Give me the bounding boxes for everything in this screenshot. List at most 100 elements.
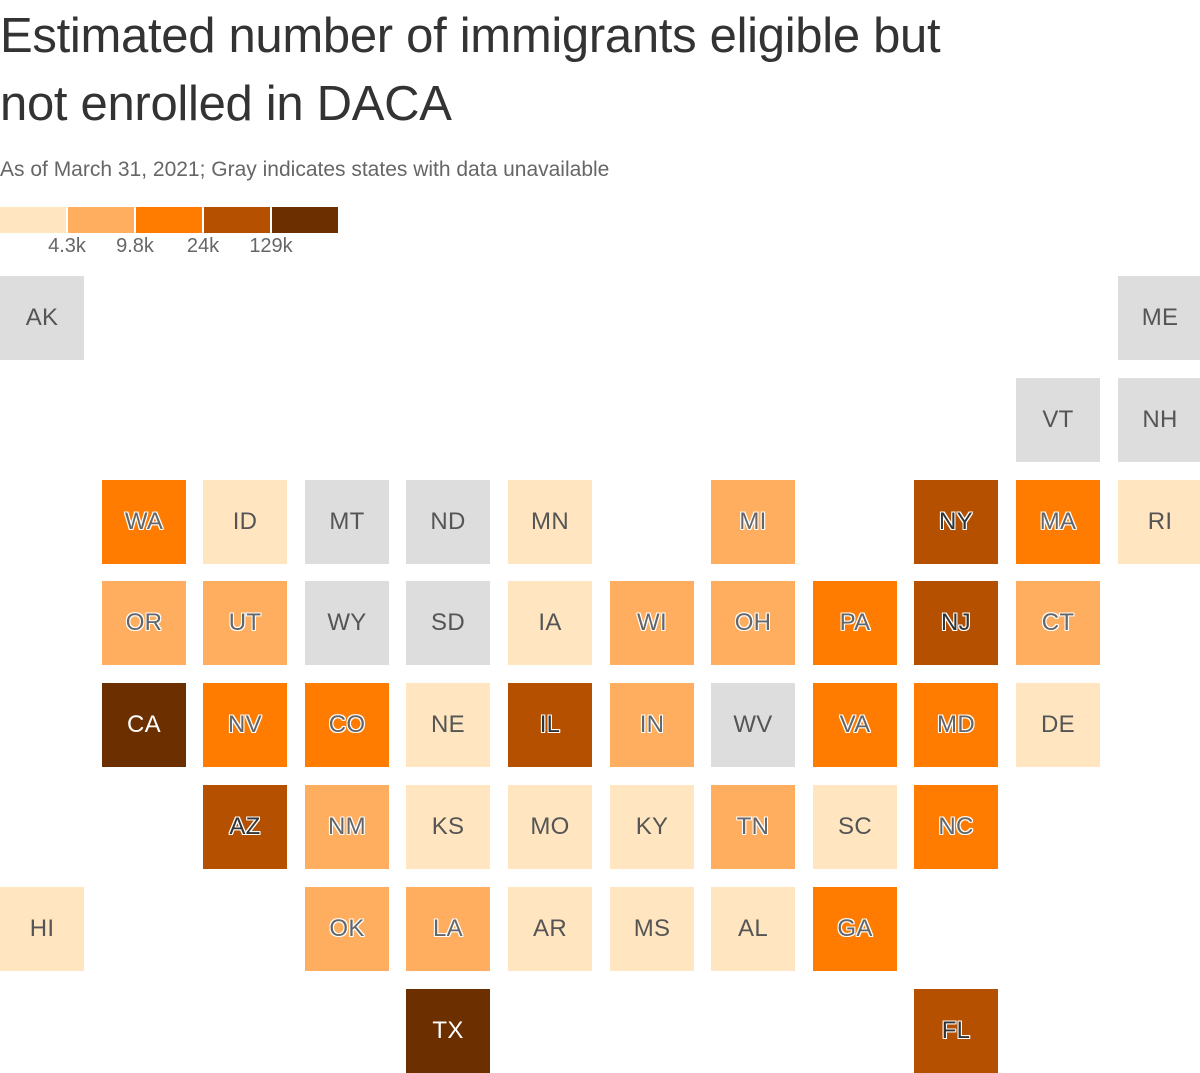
state-label: IN <box>639 711 665 738</box>
state-tile-or[interactable]: OR <box>102 581 186 665</box>
state-label: ME <box>1141 304 1179 331</box>
legend-tick-label: 129k <box>249 235 293 257</box>
state-label: KS <box>431 813 465 840</box>
state-label: MO <box>530 813 570 840</box>
state-label: CT <box>1041 609 1075 636</box>
state-label: ID <box>232 508 258 535</box>
state-label: NV <box>228 711 262 738</box>
state-tile-ga[interactable]: GA <box>813 887 897 971</box>
legend-swatch <box>0 207 66 233</box>
state-label: MT <box>329 508 365 535</box>
state-tile-ms[interactable]: MS <box>610 887 694 971</box>
color-legend: 4.3k 9.8k 24k 129k <box>0 207 340 263</box>
chart-subtitle: As of March 31, 2021; Gray indicates sta… <box>0 158 610 181</box>
state-tile-ak[interactable]: AK <box>0 276 84 360</box>
state-label: FL <box>941 1017 971 1044</box>
state-label: NJ <box>941 609 971 636</box>
chart-title: Estimated number of immigrants eligible … <box>0 9 941 131</box>
state-label: WA <box>124 508 164 535</box>
state-tile-al[interactable]: AL <box>711 887 795 971</box>
state-tile-ri[interactable]: RI <box>1118 480 1200 564</box>
state-tile-pa[interactable]: PA <box>813 581 897 665</box>
state-label: AR <box>533 915 567 942</box>
state-label: OK <box>329 915 365 942</box>
state-tile-ca[interactable]: CA <box>102 683 186 767</box>
state-label: HI <box>29 915 55 942</box>
state-label: SC <box>838 813 872 840</box>
state-label: SD <box>431 609 465 636</box>
state-tile-ky[interactable]: KY <box>610 785 694 869</box>
state-label: WI <box>637 609 667 636</box>
state-tile-me[interactable]: ME <box>1118 276 1200 360</box>
state-tile-ia[interactable]: IA <box>508 581 592 665</box>
state-tile-va[interactable]: VA <box>813 683 897 767</box>
state-tile-wv[interactable]: WV <box>711 683 795 767</box>
state-tile-nd[interactable]: ND <box>406 480 490 564</box>
legend-tick-label: 4.3k <box>48 235 86 257</box>
state-label: NH <box>1142 406 1178 433</box>
state-tile-nv[interactable]: NV <box>203 683 287 767</box>
state-tile-nj[interactable]: NJ <box>914 581 998 665</box>
state-tile-sd[interactable]: SD <box>406 581 490 665</box>
state-tile-la[interactable]: LA <box>406 887 490 971</box>
state-label: IA <box>538 609 562 636</box>
state-label: OH <box>734 609 772 636</box>
state-tile-de[interactable]: DE <box>1016 683 1100 767</box>
state-tile-ne[interactable]: NE <box>406 683 490 767</box>
state-tile-ct[interactable]: CT <box>1016 581 1100 665</box>
state-label: AK <box>25 304 59 331</box>
state-tile-mi[interactable]: MI <box>711 480 795 564</box>
state-label: VT <box>1042 406 1074 433</box>
state-tile-ar[interactable]: AR <box>508 887 592 971</box>
state-tile-ut[interactable]: UT <box>203 581 287 665</box>
state-tile-tn[interactable]: TN <box>711 785 795 869</box>
state-label: WV <box>733 711 773 738</box>
state-tile-mn[interactable]: MN <box>508 480 592 564</box>
state-label: PA <box>839 609 871 636</box>
state-label: NY <box>939 508 973 535</box>
state-tile-tx[interactable]: TX <box>406 989 490 1073</box>
state-tile-oh[interactable]: OH <box>711 581 795 665</box>
state-tile-mo[interactable]: MO <box>508 785 592 869</box>
state-tile-il[interactable]: IL <box>508 683 592 767</box>
state-tile-nm[interactable]: NM <box>305 785 389 869</box>
state-tile-sc[interactable]: SC <box>813 785 897 869</box>
state-tile-wa[interactable]: WA <box>102 480 186 564</box>
state-label: DE <box>1041 711 1075 738</box>
legend-swatch <box>204 207 270 233</box>
state-label: IL <box>539 711 561 738</box>
state-tile-fl[interactable]: FL <box>914 989 998 1073</box>
state-tile-hi[interactable]: HI <box>0 887 84 971</box>
state-tile-nh[interactable]: NH <box>1118 378 1200 462</box>
state-tile-wy[interactable]: WY <box>305 581 389 665</box>
state-label: GA <box>837 915 873 942</box>
state-label: OR <box>125 609 163 636</box>
state-label: MD <box>937 711 975 738</box>
state-tile-nc[interactable]: NC <box>914 785 998 869</box>
state-label: MS <box>633 915 671 942</box>
state-tile-id[interactable]: ID <box>203 480 287 564</box>
state-tile-mt[interactable]: MT <box>305 480 389 564</box>
state-tile-ny[interactable]: NY <box>914 480 998 564</box>
state-tile-ok[interactable]: OK <box>305 887 389 971</box>
state-label: CA <box>127 711 161 738</box>
state-tile-vt[interactable]: VT <box>1016 378 1100 462</box>
state-label: NE <box>431 711 465 738</box>
state-label: WY <box>327 609 367 636</box>
state-tile-az[interactable]: AZ <box>203 785 287 869</box>
state-label: KY <box>635 813 669 840</box>
state-tile-co[interactable]: CO <box>305 683 389 767</box>
state-tile-ma[interactable]: MA <box>1016 480 1100 564</box>
state-label: VA <box>839 711 871 738</box>
state-tile-in[interactable]: IN <box>610 683 694 767</box>
state-label: TX <box>432 1017 464 1044</box>
state-tile-md[interactable]: MD <box>914 683 998 767</box>
legend-tick-label: 24k <box>186 235 220 257</box>
state-label: NM <box>328 813 366 840</box>
state-label: MN <box>531 508 569 535</box>
state-label: UT <box>228 609 262 636</box>
state-tile-wi[interactable]: WI <box>610 581 694 665</box>
state-tile-ks[interactable]: KS <box>406 785 490 869</box>
state-label: MA <box>1039 508 1077 535</box>
state-label: LA <box>433 915 463 942</box>
